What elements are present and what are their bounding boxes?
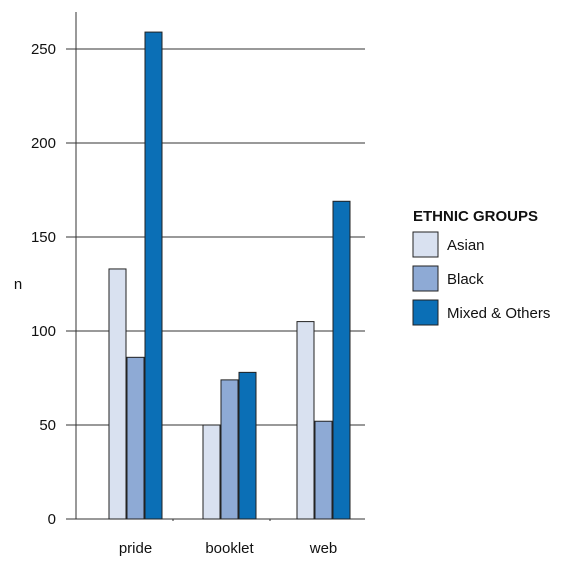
y-tick-label: 0: [48, 511, 56, 528]
y-tick-label: 100: [31, 323, 56, 340]
bar-booklet-asian: [202, 424, 221, 520]
y-tick-label: 200: [31, 135, 56, 152]
legend-label: Asian: [447, 237, 485, 254]
bar-booklet-black: [220, 379, 239, 520]
y-tick-labels: 0 50 100 150 200 250: [31, 41, 56, 528]
bar-pride-asian: [108, 268, 127, 520]
y-tick-label: 150: [31, 229, 56, 246]
x-tick-label: booklet: [205, 540, 254, 557]
legend: ETHNIC GROUPS Asian Black Mixed & Others: [412, 208, 550, 326]
bar-web-mixed-others: [332, 200, 351, 520]
y-axis-title: n: [14, 276, 22, 293]
x-tick-label: pride: [119, 540, 152, 557]
bar-web-asian: [296, 321, 315, 520]
legend-swatch: [412, 299, 439, 326]
legend-label: Black: [447, 271, 484, 288]
bar-booklet-mixed-others: [238, 371, 257, 520]
y-tick-label: 250: [31, 41, 56, 58]
bar-pride-mixed-others: [144, 31, 163, 520]
legend-items: Asian Black Mixed & Others: [412, 231, 550, 326]
legend-swatch: [412, 265, 439, 292]
x-tick-labels: pride booklet web: [119, 540, 337, 557]
bar-web-black: [314, 420, 333, 520]
legend-label: Mixed & Others: [447, 305, 550, 322]
legend-swatch: [412, 231, 439, 258]
y-tick-label: 50: [39, 417, 56, 434]
bars: [108, 31, 351, 520]
x-tick-label: web: [309, 540, 338, 557]
legend-title: ETHNIC GROUPS: [413, 208, 538, 225]
bar-pride-black: [126, 356, 145, 520]
